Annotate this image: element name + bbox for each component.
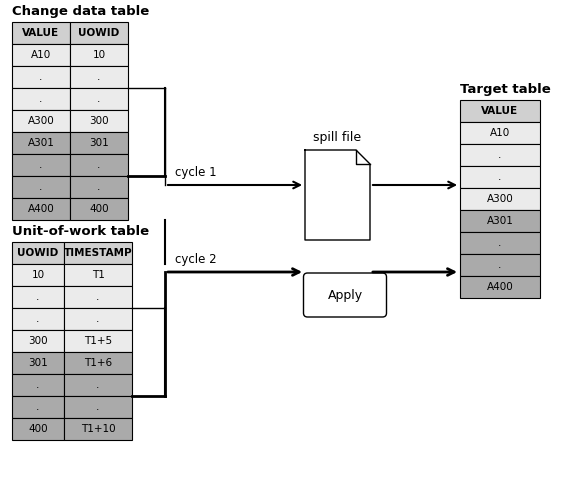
Bar: [12, 132, 70, 154]
Bar: [70, 198, 128, 220]
Text: .: .: [97, 292, 99, 302]
Text: spill file: spill file: [313, 131, 362, 145]
Bar: [12, 308, 64, 330]
Text: Unit-of-work table: Unit-of-work table: [12, 225, 149, 238]
Text: 400: 400: [28, 424, 48, 434]
Bar: [70, 176, 128, 198]
Text: T1+5: T1+5: [84, 336, 112, 346]
Bar: [12, 110, 70, 132]
Text: UOWID: UOWID: [17, 248, 59, 258]
Bar: [12, 154, 70, 176]
Text: .: .: [499, 150, 501, 160]
Text: .: .: [97, 72, 101, 82]
Bar: [12, 264, 64, 286]
Bar: [12, 44, 70, 66]
Text: .: .: [36, 292, 40, 302]
Bar: [70, 88, 128, 110]
Bar: [64, 264, 132, 286]
Bar: [64, 418, 132, 440]
Text: A10: A10: [31, 50, 51, 60]
Bar: [12, 88, 70, 110]
Text: UOWID: UOWID: [78, 28, 120, 38]
Bar: [460, 144, 540, 166]
Text: .: .: [97, 380, 99, 390]
Bar: [64, 242, 132, 264]
Text: .: .: [97, 182, 101, 192]
Text: .: .: [36, 402, 40, 412]
Bar: [460, 254, 540, 276]
Bar: [64, 308, 132, 330]
Text: Change data table: Change data table: [12, 5, 150, 18]
Text: .: .: [36, 380, 40, 390]
Text: T1+6: T1+6: [84, 358, 112, 368]
Text: 400: 400: [89, 204, 109, 214]
Text: .: .: [499, 172, 501, 182]
Bar: [460, 232, 540, 254]
Bar: [12, 396, 64, 418]
Text: A400: A400: [28, 204, 55, 214]
Text: T1: T1: [91, 270, 105, 280]
Text: .: .: [97, 94, 101, 104]
Bar: [70, 132, 128, 154]
Text: 300: 300: [89, 116, 109, 126]
Text: cycle 1: cycle 1: [175, 166, 217, 179]
Bar: [12, 330, 64, 352]
Bar: [12, 66, 70, 88]
Text: .: .: [499, 238, 501, 248]
Text: T1+10: T1+10: [81, 424, 116, 434]
Text: VALUE: VALUE: [22, 28, 60, 38]
Bar: [12, 198, 70, 220]
Text: 10: 10: [32, 270, 45, 280]
Bar: [12, 242, 64, 264]
Polygon shape: [305, 150, 370, 240]
Text: .: .: [39, 160, 43, 170]
Text: .: .: [97, 402, 99, 412]
Bar: [70, 154, 128, 176]
Bar: [12, 374, 64, 396]
Bar: [70, 66, 128, 88]
Text: TIMESTAMP: TIMESTAMP: [64, 248, 132, 258]
Text: .: .: [499, 260, 501, 270]
Bar: [70, 110, 128, 132]
Bar: [64, 396, 132, 418]
Text: A300: A300: [486, 194, 513, 204]
Bar: [460, 100, 540, 122]
Text: A300: A300: [28, 116, 55, 126]
Bar: [460, 188, 540, 210]
Text: Target table: Target table: [460, 83, 551, 96]
Text: VALUE: VALUE: [481, 106, 519, 116]
Bar: [70, 22, 128, 44]
Bar: [460, 276, 540, 298]
Bar: [460, 166, 540, 188]
Text: 10: 10: [93, 50, 106, 60]
Text: .: .: [97, 160, 101, 170]
Bar: [64, 330, 132, 352]
Text: 301: 301: [89, 138, 109, 148]
Text: Apply: Apply: [327, 289, 363, 301]
Bar: [12, 22, 70, 44]
Bar: [12, 418, 64, 440]
Text: .: .: [36, 314, 40, 324]
Bar: [64, 374, 132, 396]
Text: A400: A400: [486, 282, 513, 292]
Text: A301: A301: [28, 138, 55, 148]
Text: A10: A10: [490, 128, 510, 138]
Bar: [70, 44, 128, 66]
FancyBboxPatch shape: [304, 273, 386, 317]
Text: A301: A301: [486, 216, 513, 226]
Text: .: .: [39, 182, 43, 192]
Text: cycle 2: cycle 2: [175, 253, 217, 266]
Bar: [64, 286, 132, 308]
Bar: [460, 122, 540, 144]
Bar: [460, 210, 540, 232]
Bar: [12, 176, 70, 198]
Text: .: .: [39, 94, 43, 104]
Text: .: .: [39, 72, 43, 82]
Bar: [12, 352, 64, 374]
Text: 301: 301: [28, 358, 48, 368]
Bar: [12, 286, 64, 308]
Text: .: .: [97, 314, 99, 324]
Text: 300: 300: [28, 336, 48, 346]
Bar: [64, 352, 132, 374]
